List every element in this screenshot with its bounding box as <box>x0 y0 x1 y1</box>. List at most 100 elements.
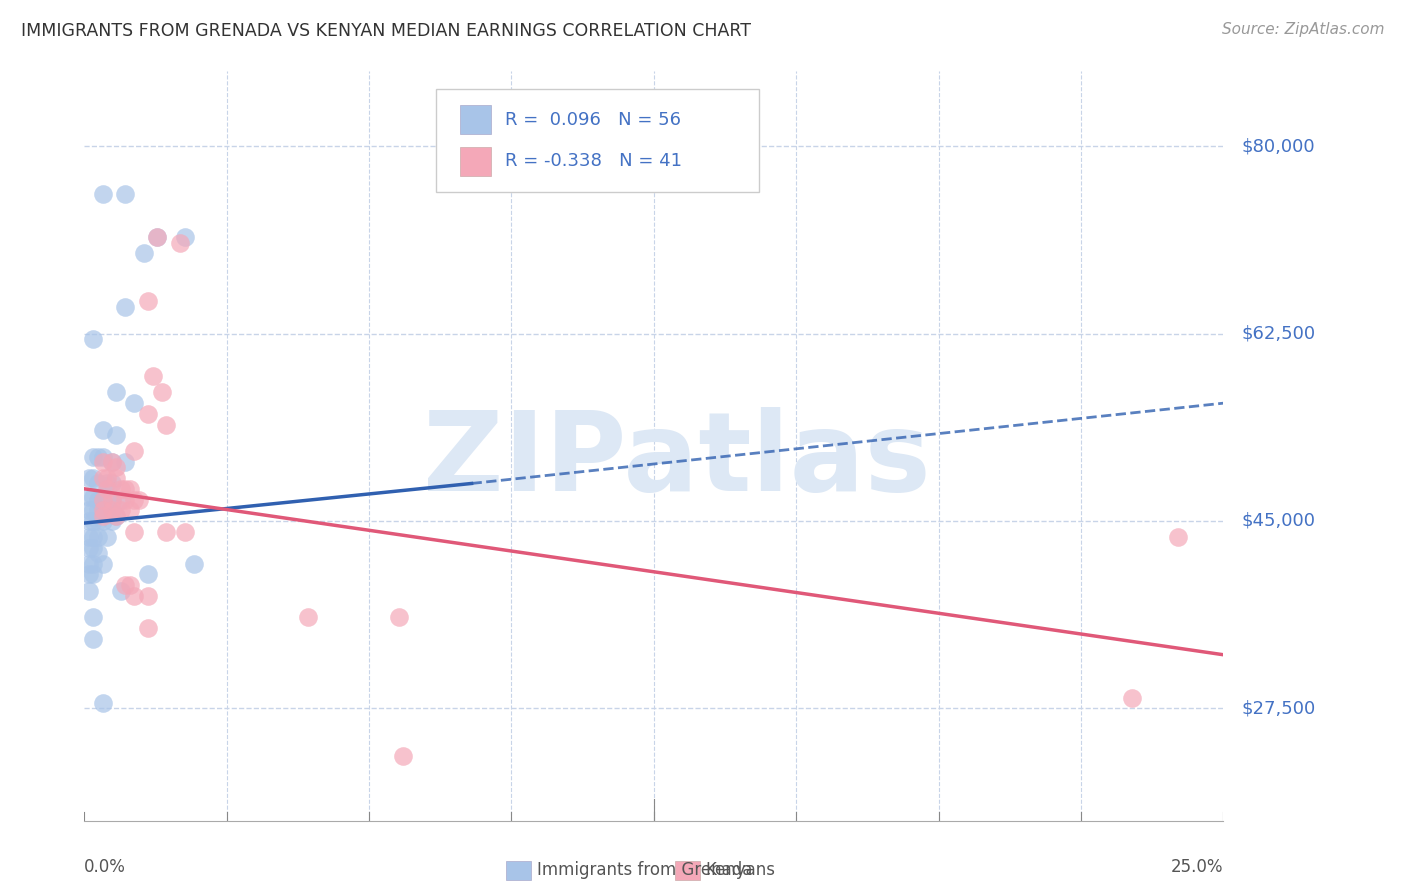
Point <box>96 476 118 491</box>
Point <box>82 503 104 517</box>
Point <box>183 557 205 571</box>
Text: R = -0.338   N = 41: R = -0.338 N = 41 <box>505 153 682 170</box>
Point <box>91 503 114 517</box>
Text: $27,500: $27,500 <box>1241 699 1316 717</box>
Point <box>124 492 146 507</box>
Point <box>136 407 159 421</box>
Point <box>91 423 114 437</box>
Point <box>82 514 104 528</box>
Point <box>77 491 100 505</box>
Point <box>91 696 114 710</box>
Text: IMMIGRANTS FROM GRENADA VS KENYAN MEDIAN EARNINGS CORRELATION CHART: IMMIGRANTS FROM GRENADA VS KENYAN MEDIAN… <box>21 22 751 40</box>
Point <box>96 530 118 544</box>
Point <box>114 187 136 202</box>
Point <box>82 610 104 624</box>
Point <box>91 503 114 517</box>
Point <box>91 471 114 485</box>
Point <box>136 567 159 582</box>
Text: Kenyans: Kenyans <box>706 861 776 879</box>
Point <box>124 524 146 539</box>
Text: ZIPatlas: ZIPatlas <box>423 408 931 515</box>
Point <box>128 492 150 507</box>
Point <box>100 514 122 528</box>
Point <box>100 492 122 507</box>
Point <box>77 567 100 582</box>
Point <box>82 471 104 485</box>
Point <box>77 503 100 517</box>
Text: Source: ZipAtlas.com: Source: ZipAtlas.com <box>1222 22 1385 37</box>
Point <box>132 246 155 260</box>
Point <box>105 508 128 523</box>
Point <box>173 524 195 539</box>
Point <box>87 476 110 491</box>
Point <box>110 583 132 598</box>
Point <box>173 230 195 244</box>
Point <box>82 491 104 505</box>
Text: $80,000: $80,000 <box>1241 137 1315 155</box>
Point <box>100 492 122 507</box>
Point <box>82 567 104 582</box>
Point <box>105 428 128 442</box>
Point <box>124 444 146 458</box>
Point <box>82 632 104 646</box>
Point <box>110 503 132 517</box>
Text: $62,500: $62,500 <box>1241 325 1316 343</box>
Point <box>114 578 136 592</box>
Point <box>77 541 100 555</box>
Point <box>110 482 132 496</box>
Point <box>100 503 122 517</box>
Point <box>87 530 110 544</box>
Text: Immigrants from Grenada: Immigrants from Grenada <box>537 861 752 879</box>
Point <box>155 524 177 539</box>
Point <box>100 476 122 491</box>
Point <box>124 589 146 603</box>
Point <box>150 385 173 400</box>
Point <box>169 235 191 250</box>
Point <box>82 541 104 555</box>
Text: 0.0%: 0.0% <box>84 858 127 876</box>
Point <box>118 578 141 592</box>
Point <box>105 385 128 400</box>
Point <box>105 460 128 475</box>
Text: R =  0.096   N = 56: R = 0.096 N = 56 <box>505 111 681 128</box>
Point <box>77 583 100 598</box>
Point <box>105 508 128 523</box>
Point <box>91 455 114 469</box>
Point <box>1121 690 1143 705</box>
Point <box>96 471 118 485</box>
Text: 25.0%: 25.0% <box>1171 858 1223 876</box>
Point <box>87 514 110 528</box>
Point <box>100 455 122 469</box>
Point <box>388 610 411 624</box>
Point <box>96 503 118 517</box>
Point <box>87 546 110 560</box>
Text: $45,000: $45,000 <box>1241 512 1316 530</box>
Point <box>142 369 165 384</box>
Point <box>82 450 104 464</box>
Point <box>114 455 136 469</box>
Point <box>136 589 159 603</box>
Point <box>82 332 104 346</box>
Point <box>91 450 114 464</box>
Point <box>77 471 100 485</box>
Point <box>114 492 136 507</box>
Point <box>124 396 146 410</box>
Point <box>77 530 100 544</box>
Point <box>77 557 100 571</box>
Point <box>155 417 177 432</box>
Point <box>114 300 136 314</box>
Point <box>91 557 114 571</box>
Point <box>114 482 136 496</box>
Point <box>100 455 122 469</box>
Point <box>297 610 319 624</box>
Point <box>110 492 132 507</box>
Point <box>96 482 118 496</box>
Point <box>1167 530 1189 544</box>
Point <box>136 294 159 309</box>
Point <box>91 508 114 523</box>
Point <box>91 492 114 507</box>
Point <box>82 557 104 571</box>
Point <box>118 482 141 496</box>
Point <box>77 514 100 528</box>
Point <box>136 621 159 635</box>
